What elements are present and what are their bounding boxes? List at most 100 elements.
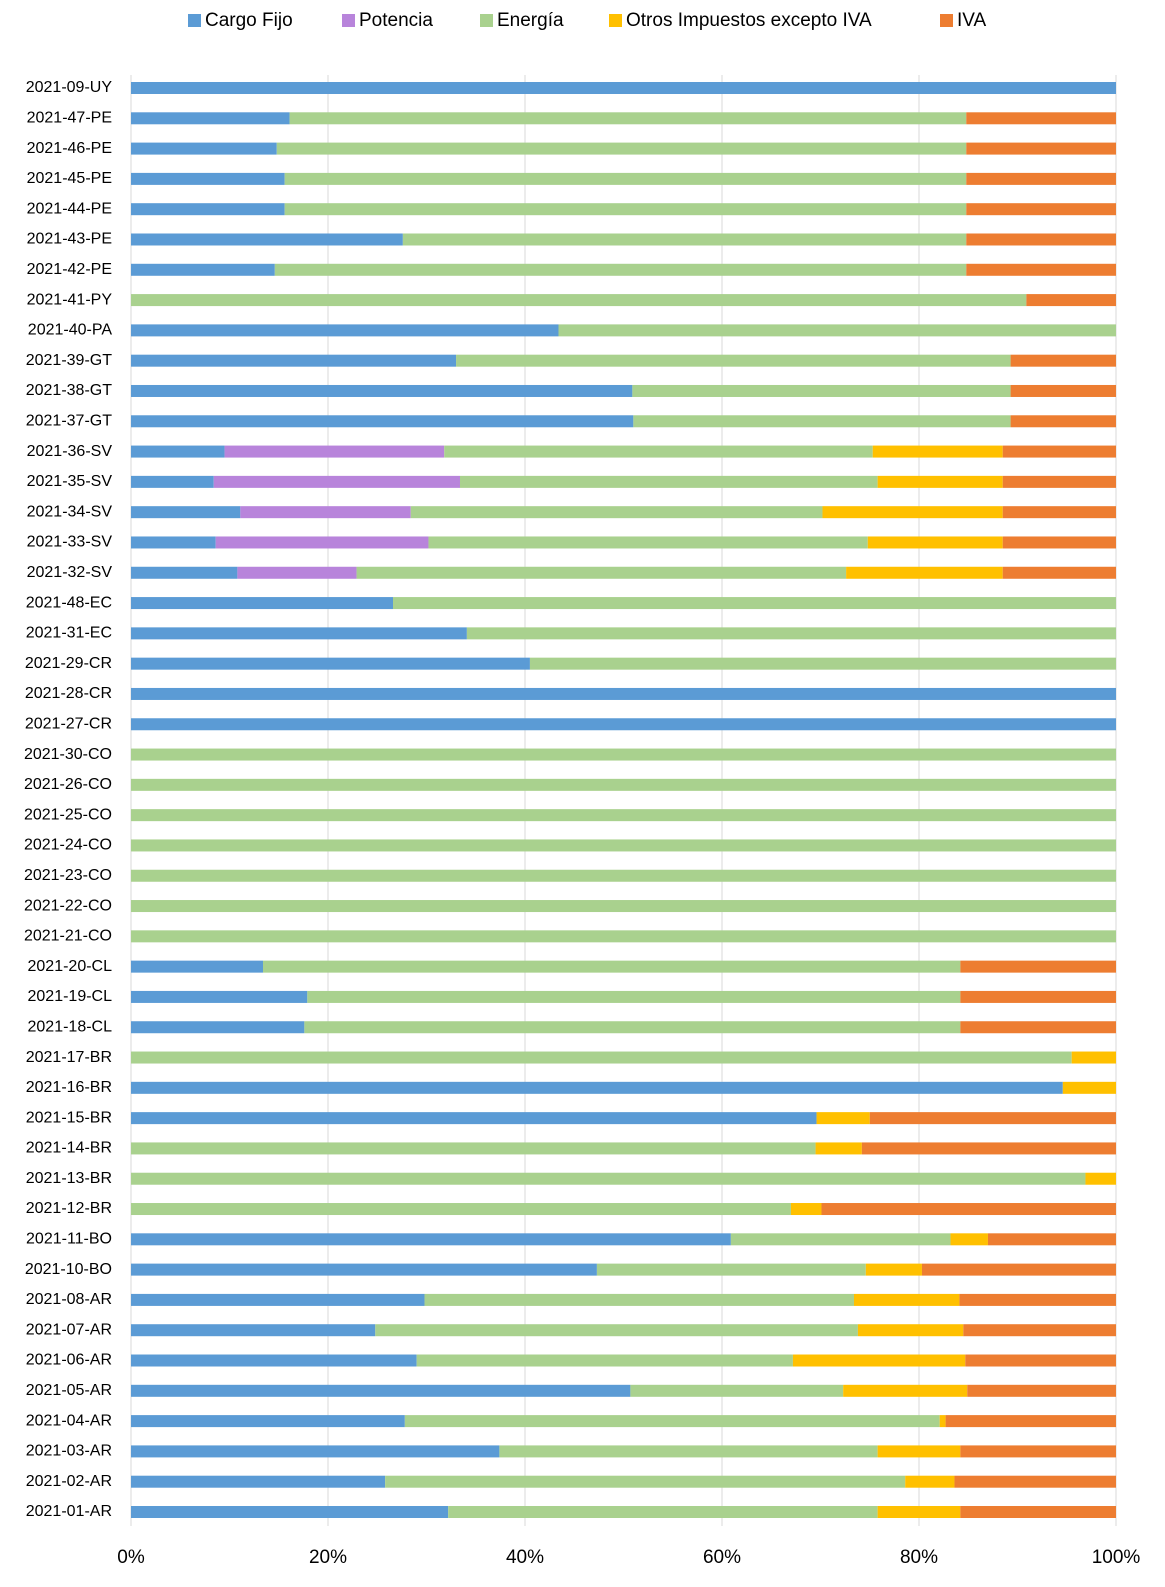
bar-segment xyxy=(877,1445,961,1458)
bar-segment xyxy=(960,1021,1116,1034)
bar-segment xyxy=(853,1293,960,1306)
y-tick-label: 2021-19-CL xyxy=(28,988,113,1005)
y-tick-label: 2021-15-BR xyxy=(26,1109,112,1126)
bar-segment xyxy=(1085,1172,1116,1185)
bar-segment xyxy=(428,536,868,549)
y-tick-label: 2021-32-SV xyxy=(27,564,113,581)
bar-segment xyxy=(131,1051,1072,1064)
bar-segment xyxy=(529,657,1116,670)
legend-label: Energía xyxy=(497,10,564,31)
bar-segment xyxy=(950,1233,988,1246)
y-tick-label: 2021-30-CO xyxy=(24,746,112,763)
y-tick-label: 2021-27-CR xyxy=(25,715,112,732)
bar-segment xyxy=(131,869,1116,882)
bar-segment xyxy=(1062,1081,1116,1094)
y-tick-label: 2021-24-CO xyxy=(24,837,112,854)
bar-segment xyxy=(872,445,1003,458)
bar-segment xyxy=(131,324,559,337)
bar-segment xyxy=(960,960,1116,973)
bar-segment xyxy=(1002,475,1116,488)
y-tick-label: 2021-45-PE xyxy=(27,170,112,187)
bar-segment xyxy=(630,1384,844,1397)
y-tick-label: 2021-44-PE xyxy=(27,200,112,217)
bar-segment xyxy=(410,506,823,519)
x-tick-label: 20% xyxy=(309,1547,347,1568)
bar-segment xyxy=(456,354,1011,367)
legend-swatch xyxy=(480,14,493,27)
bar-segment xyxy=(131,1324,376,1337)
legend-label: Potencia xyxy=(359,10,433,31)
legend-swatch xyxy=(188,14,201,27)
bar-segment xyxy=(1010,384,1116,397)
bar-segment xyxy=(558,324,1116,337)
bar-segment xyxy=(131,1384,631,1397)
y-tick-label: 2021-16-BR xyxy=(26,1079,112,1096)
y-tick-label: 2021-10-BO xyxy=(25,1261,112,1278)
y-tick-label: 2021-12-BR xyxy=(26,1200,112,1217)
bar-segment xyxy=(131,930,1116,943)
y-tick-label: 2021-03-AR xyxy=(26,1443,112,1460)
bar-segment xyxy=(131,1172,1086,1185)
bar-segment xyxy=(131,657,530,670)
y-tick-label: 2021-33-SV xyxy=(27,534,113,551)
bar-segment xyxy=(954,1475,1116,1488)
bar-segment xyxy=(499,1445,878,1458)
bar-segment xyxy=(966,203,1116,216)
bar-segment xyxy=(987,1233,1116,1246)
y-tick-label: 2021-40-PA xyxy=(28,322,113,339)
bar-segment xyxy=(877,475,1003,488)
bar-segment xyxy=(131,1475,386,1488)
bar-segment xyxy=(867,536,1003,549)
y-tick-label: 2021-17-BR xyxy=(26,1049,112,1066)
y-tick-label: 2021-39-GT xyxy=(26,352,112,369)
bar-segment xyxy=(1026,294,1116,307)
y-tick-label: 2021-04-AR xyxy=(26,1412,112,1429)
bar-segment xyxy=(945,1415,1116,1428)
bar-segment xyxy=(131,1445,500,1458)
bar-segment xyxy=(131,809,1116,822)
bar-segment xyxy=(289,112,967,125)
x-tick-label: 40% xyxy=(506,1547,544,1568)
y-tick-label: 2021-20-CL xyxy=(28,958,113,975)
bar-segment xyxy=(822,506,1003,519)
bar-segment xyxy=(1002,536,1116,549)
y-tick-label: 2021-36-SV xyxy=(27,443,113,460)
bar-segment xyxy=(966,112,1116,125)
y-tick-label: 2021-46-PE xyxy=(27,140,112,157)
bar-segment xyxy=(633,415,1011,428)
bar-segment xyxy=(959,1293,1116,1306)
bar-segment xyxy=(276,142,967,155)
y-tick-label: 2021-01-AR xyxy=(26,1503,112,1520)
y-tick-label: 2021-09-UY xyxy=(26,79,113,96)
bar-segment xyxy=(960,1445,1116,1458)
y-tick-label: 2021-13-BR xyxy=(26,1170,112,1187)
bar-segment xyxy=(131,1293,425,1306)
bar-segment xyxy=(131,990,308,1003)
legend-swatch xyxy=(940,14,953,27)
bar-segment xyxy=(821,1203,1116,1216)
bar-segment xyxy=(131,142,277,155)
bar-segment xyxy=(131,627,467,640)
y-tick-label: 2021-47-PE xyxy=(27,110,112,127)
bar-segment xyxy=(1002,445,1116,458)
x-tick-label: 100% xyxy=(1092,1547,1141,1568)
y-tick-label: 2021-23-CO xyxy=(24,867,112,884)
bar-segment xyxy=(466,627,1116,640)
bar-segment xyxy=(131,1354,417,1367)
bar-segment xyxy=(632,384,1011,397)
y-tick-label: 2021-43-PE xyxy=(27,231,112,248)
bar-segment xyxy=(966,263,1116,276)
bar-segment xyxy=(215,536,429,549)
bar-segment xyxy=(1010,415,1116,428)
bar-segment xyxy=(131,384,633,397)
y-tick-label: 2021-18-CL xyxy=(28,1018,113,1035)
y-tick-label: 2021-34-SV xyxy=(27,503,113,520)
bar-segment xyxy=(790,1203,822,1216)
y-tick-label: 2021-29-CR xyxy=(25,655,112,672)
bar-segment xyxy=(131,1081,1063,1094)
bar-segment xyxy=(131,415,634,428)
bar-segment xyxy=(131,294,1027,307)
y-tick-label: 2021-31-EC xyxy=(26,625,112,642)
y-tick-label: 2021-37-GT xyxy=(26,412,112,429)
